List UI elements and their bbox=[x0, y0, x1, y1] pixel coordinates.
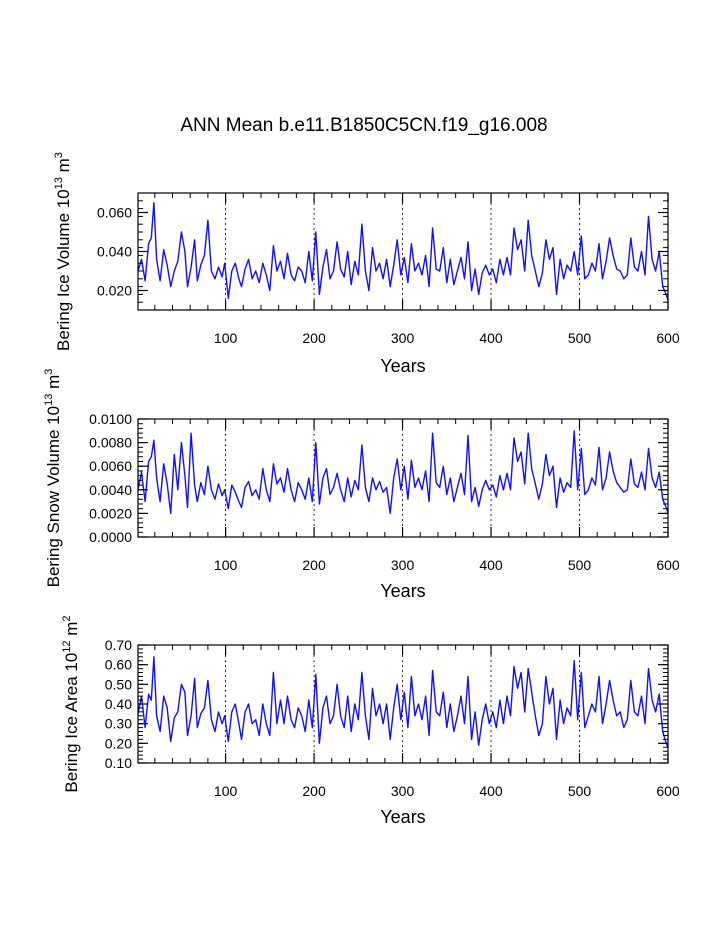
x-tick-label: 400 bbox=[479, 330, 503, 346]
y-tick-label: 0.060 bbox=[97, 205, 132, 221]
x-tick-label: 300 bbox=[391, 330, 415, 346]
x-tick-label: 600 bbox=[656, 783, 680, 799]
x-tick-label: 600 bbox=[656, 330, 680, 346]
x-tick-label: 500 bbox=[568, 783, 592, 799]
x-tick-label: 100 bbox=[214, 557, 238, 573]
x-tick-label: 400 bbox=[479, 783, 503, 799]
y-axis-title: Bering Ice Volume 1013 m3 bbox=[53, 152, 73, 351]
ice-area-plot: 100 200 300 400 500 600 0.10 0.20 0.30 0.40 0.50 0.… bbox=[61, 615, 680, 827]
y-tick-label: 0.020 bbox=[97, 283, 132, 299]
plots-group: 100 200 300 400 500 600 0.020 0.040 0.060 Years Be… bbox=[43, 152, 680, 827]
y-axis-title-unit-exponent: 3 bbox=[43, 369, 55, 375]
y-tick-label: 0.10 bbox=[105, 755, 132, 771]
ice-area-series-line bbox=[137, 656, 669, 748]
y-axis-title-exponent: 13 bbox=[53, 177, 65, 189]
y-tick-label: 0.30 bbox=[105, 716, 132, 732]
y-tick-label: 0.20 bbox=[105, 735, 132, 751]
x-tick-label: 300 bbox=[391, 557, 415, 573]
y-tick-label: 0.0080 bbox=[89, 435, 132, 451]
y-tick-label: 0.60 bbox=[105, 657, 132, 673]
x-tick-label: 100 bbox=[214, 783, 238, 799]
ice-volume-series-line bbox=[137, 202, 669, 301]
y-axis-title-unit: m bbox=[62, 622, 81, 641]
x-tick-label: 200 bbox=[302, 557, 326, 573]
snow-volume-plot: 100 200 300 400 500 600 0.0000 0.0020 0.0040 0.00… bbox=[43, 369, 680, 601]
x-tick-label: 200 bbox=[302, 330, 326, 346]
y-axis-title-unit-exponent: 2 bbox=[61, 615, 73, 621]
x-tick-label: 100 bbox=[214, 330, 238, 346]
x-tick-label: 500 bbox=[568, 557, 592, 573]
y-tick-label: 0.0020 bbox=[89, 505, 132, 521]
y-tick-label: 0.040 bbox=[97, 244, 132, 260]
snow-volume-series-line bbox=[137, 430, 669, 515]
y-axis-title: Bering Snow Volume 1013 m3 bbox=[43, 369, 63, 588]
y-axis-title-main: Bering Ice Area 10 bbox=[62, 653, 81, 793]
ice-volume-plot: 100 200 300 400 500 600 0.020 0.040 0.060 Years Be… bbox=[53, 152, 680, 376]
y-tick-label: 0.70 bbox=[105, 637, 132, 653]
y-tick-label: 0.0000 bbox=[89, 529, 132, 545]
x-axis-title: Years bbox=[380, 807, 425, 827]
x-axis-title: Years bbox=[380, 356, 425, 376]
y-tick-label: 0.0060 bbox=[89, 458, 132, 474]
x-axis-title: Years bbox=[380, 581, 425, 601]
y-tick-label: 0.0100 bbox=[89, 411, 132, 427]
y-axis-title-unit-exponent: 3 bbox=[53, 152, 65, 158]
x-tick-label: 200 bbox=[302, 783, 326, 799]
y-tick-label: 0.0040 bbox=[89, 482, 132, 498]
x-tick-label: 300 bbox=[391, 783, 415, 799]
x-tick-label: 500 bbox=[568, 330, 592, 346]
y-axis-title: Bering Ice Area 1012 m2 bbox=[61, 615, 81, 792]
y-tick-label: 0.50 bbox=[105, 676, 132, 692]
y-axis-title-unit: m bbox=[54, 158, 73, 177]
y-axis-title-exponent: 13 bbox=[43, 394, 55, 406]
y-tick-label: 0.40 bbox=[105, 696, 132, 712]
y-axis-title-exponent: 12 bbox=[61, 640, 73, 652]
x-tick-label: 400 bbox=[479, 557, 503, 573]
plot-frame bbox=[137, 192, 669, 311]
x-tick-label: 600 bbox=[656, 557, 680, 573]
chart-title: ANN Mean b.e11.B1850C5CN.f19_g16.008 bbox=[180, 115, 547, 136]
y-axis-title-unit: m bbox=[44, 375, 63, 394]
y-axis-title-main: Bering Snow Volume 10 bbox=[44, 406, 63, 587]
y-axis-title-main: Bering Ice Volume 10 bbox=[54, 189, 73, 351]
